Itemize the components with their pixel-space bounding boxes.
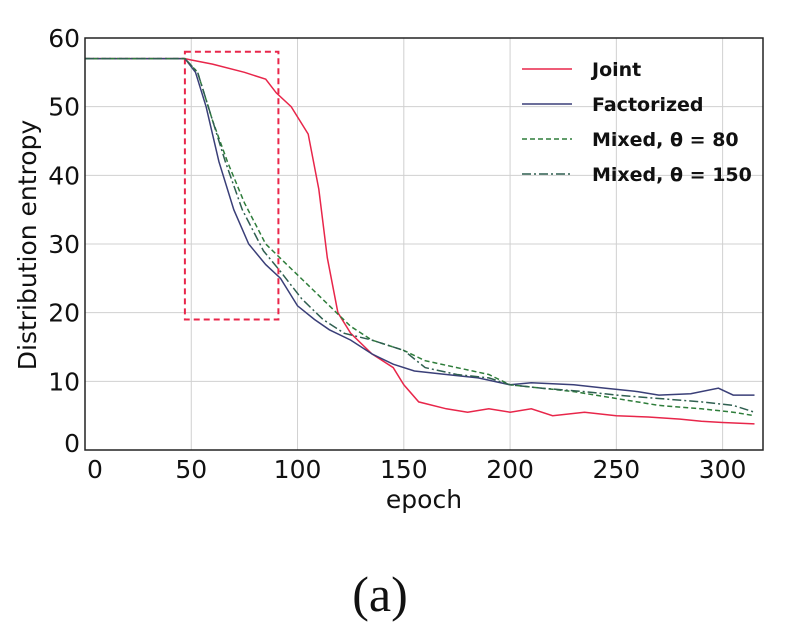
- legend-label: Mixed, θ = 150: [592, 164, 752, 186]
- legend-label: Factorized: [592, 94, 704, 116]
- legend-label: Mixed, θ = 80: [592, 129, 739, 151]
- x-tick-label: 0: [87, 455, 103, 484]
- series-line-0: [85, 57, 755, 425]
- figure-caption: (a): [352, 566, 408, 622]
- y-tick-label: 20: [48, 299, 80, 328]
- y-tick-label: 30: [48, 230, 80, 259]
- highlight-box: [183, 50, 280, 321]
- series-layer: [85, 57, 755, 425]
- x-tick-label: 200: [486, 455, 534, 484]
- y-tick-label: 60: [48, 24, 80, 53]
- highlight-box-layer: [183, 50, 280, 321]
- y-tick-label: 40: [48, 161, 80, 190]
- series-line-3: [85, 57, 755, 413]
- legend: Joint Factorized Mixed, θ = 80 Mixed, θ = 1…: [522, 59, 752, 186]
- x-tick-labels: 0 50 100 150 200 250 300: [87, 455, 746, 484]
- x-tick-label: 150: [380, 455, 428, 484]
- y-tick-label: 0: [64, 429, 80, 458]
- x-axis-label: epoch: [386, 485, 462, 514]
- y-axis-label: Distribution entropy: [13, 120, 42, 371]
- x-tick-label: 300: [699, 455, 747, 484]
- series-line-1: [85, 57, 755, 396]
- x-tick-label: 50: [175, 455, 207, 484]
- x-tick-label: 100: [274, 455, 322, 484]
- y-tick-labels: 0 10 20 30 40 50 60: [48, 24, 80, 458]
- y-tick-label: 10: [48, 367, 80, 396]
- series-line-2: [85, 57, 755, 417]
- y-tick-label: 50: [48, 93, 80, 122]
- x-tick-label: 250: [592, 455, 640, 484]
- legend-label: Joint: [590, 59, 641, 81]
- plot-frame: [84, 37, 764, 451]
